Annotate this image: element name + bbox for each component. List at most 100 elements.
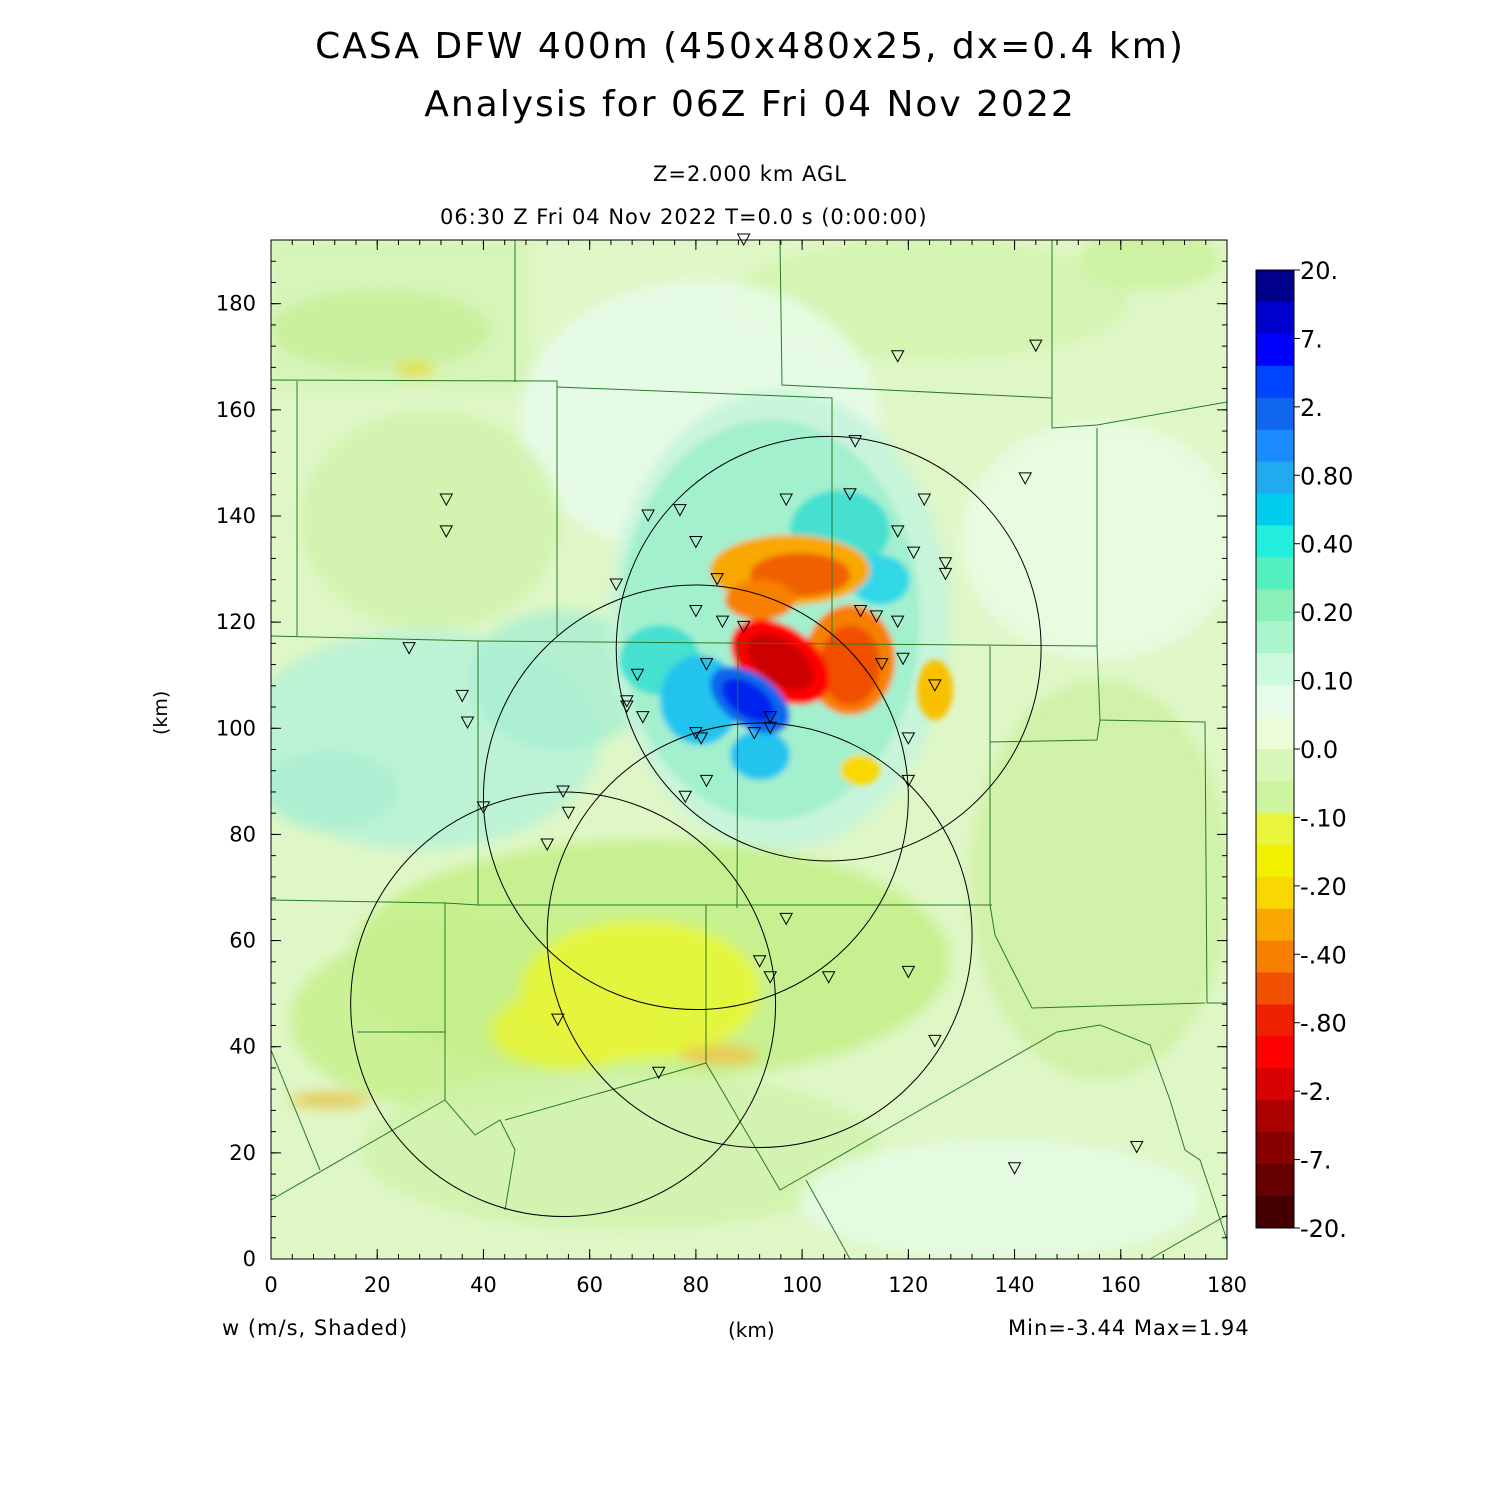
colorbar-label: -.10 (1300, 804, 1347, 832)
colorbar-swatch (1256, 397, 1294, 431)
station-marker (752, 955, 767, 968)
colorbar-swatch (1256, 653, 1294, 686)
station-marker (890, 615, 905, 629)
station-marker (561, 806, 576, 820)
y-tick-label: 40 (229, 1035, 256, 1059)
colorbar-label: 0.40 (1300, 531, 1353, 559)
colorbar-swatch (1256, 1196, 1294, 1229)
station-marker (1007, 1162, 1022, 1175)
x-tick-label: 180 (1207, 1273, 1247, 1297)
station-marker (874, 658, 889, 671)
colorbar-swatch (1256, 1068, 1294, 1101)
y-tick-label: 180 (216, 292, 256, 316)
station-marker (901, 965, 916, 979)
y-tick-label: 20 (229, 1141, 256, 1165)
y-tick-label: 160 (216, 398, 256, 422)
colorbar-label: -7. (1300, 1147, 1332, 1175)
colorbar-swatch (1256, 461, 1294, 495)
radar-range-rings (350, 435, 1042, 1218)
station-marker (689, 605, 703, 618)
station-marker (710, 573, 724, 586)
station-marker (763, 971, 778, 984)
station-marker (651, 1066, 666, 1080)
y-tick-label: 100 (216, 716, 256, 740)
min-max-label: Min=-3.44 Max=1.94 (1008, 1316, 1250, 1340)
colorbar-swatch (1256, 557, 1294, 590)
colorbar-label: 7. (1300, 325, 1323, 353)
station-marker (641, 509, 655, 523)
station-marker (476, 801, 491, 814)
colorbar-swatch (1256, 812, 1294, 846)
range-ring-1 (615, 435, 1042, 862)
station-marker (694, 732, 709, 745)
station-marker (917, 493, 932, 507)
colorbar-swatch (1256, 940, 1294, 974)
colorbar-swatch (1256, 780, 1294, 814)
station-marker (890, 525, 905, 538)
colorbar-swatch (1256, 1132, 1294, 1165)
colorbar-swatch (1256, 301, 1294, 335)
station-marker (736, 620, 751, 634)
station-marker (1129, 1141, 1144, 1154)
colorbar-swatch (1256, 429, 1294, 463)
range-ring-4 (350, 791, 777, 1218)
colorbar-swatch (1256, 621, 1294, 654)
x-tick-label: 40 (470, 1273, 497, 1297)
station-marker (938, 557, 953, 570)
station-marker (455, 689, 470, 703)
station-marker (938, 567, 953, 581)
shaded-field (271, 240, 1227, 1259)
range-ring-2 (482, 584, 909, 1011)
station-marker (890, 350, 905, 363)
y-tick-label: 120 (216, 610, 256, 634)
station-marker (673, 504, 687, 517)
station-marker (1018, 472, 1033, 485)
county-boundaries (271, 240, 1227, 1259)
colorbar-label: 2. (1300, 394, 1323, 422)
axes: 0 20 40 60 80 100 120 140 160 180 0 20 40 60 80 100 120 1… (216, 239, 1247, 1297)
station-marker (630, 668, 645, 682)
station-marker (699, 658, 714, 671)
station-marker (779, 493, 794, 507)
x-tick-label: 80 (683, 1273, 710, 1297)
colorbar-label: 0.20 (1300, 599, 1353, 627)
y-tick-label: 80 (229, 822, 256, 846)
valid-time-label: 06:30 Z Fri 04 Nov 2022 T=0.0 s (0:00:00… (440, 205, 928, 229)
colorbar-swatch (1256, 1100, 1294, 1133)
colorbar-label: -2. (1300, 1078, 1332, 1106)
y-tick-label: 60 (229, 929, 256, 953)
station-marker (853, 605, 868, 618)
colorbar-swatch (1256, 844, 1294, 878)
station-marker (556, 785, 570, 799)
x-tick-label: 140 (995, 1273, 1035, 1297)
y-tick-label: 140 (216, 504, 256, 528)
range-ring-3 (546, 722, 973, 1149)
station-marker (635, 711, 650, 724)
x-tick-label: 20 (364, 1273, 391, 1297)
colorbar-swatch (1256, 270, 1294, 303)
colorbar-swatch (1256, 333, 1294, 367)
station-marker (460, 716, 475, 730)
colorbar-swatch (1256, 493, 1294, 526)
station-marker (620, 700, 634, 714)
station-marker (779, 912, 794, 926)
colorbar-swatch (1256, 525, 1294, 558)
station-marker (843, 488, 857, 501)
station-marker (439, 525, 454, 538)
chart-subtitle: Analysis for 06Z Fri 04 Nov 2022 (424, 84, 1076, 125)
colorbar-label: -20. (1300, 1215, 1347, 1243)
station-marker (747, 727, 762, 740)
colorbar-label: -.20 (1300, 873, 1347, 901)
x-tick-label: 160 (1101, 1273, 1141, 1297)
station-marker (906, 546, 921, 560)
station-marker (715, 615, 730, 629)
station-marker (678, 790, 693, 804)
colorbar-label: -.40 (1300, 941, 1347, 969)
colorbar-label: 0.0 (1300, 736, 1338, 764)
colorbar-label: 20. (1300, 257, 1338, 285)
colorbar-swatch (1256, 1164, 1294, 1197)
station-marker (763, 721, 778, 735)
chart-title: CASA DFW 400m (450x480x25, dx=0.4 km) (315, 26, 1185, 67)
station-marker (869, 610, 884, 623)
station-markers (402, 233, 1144, 1175)
